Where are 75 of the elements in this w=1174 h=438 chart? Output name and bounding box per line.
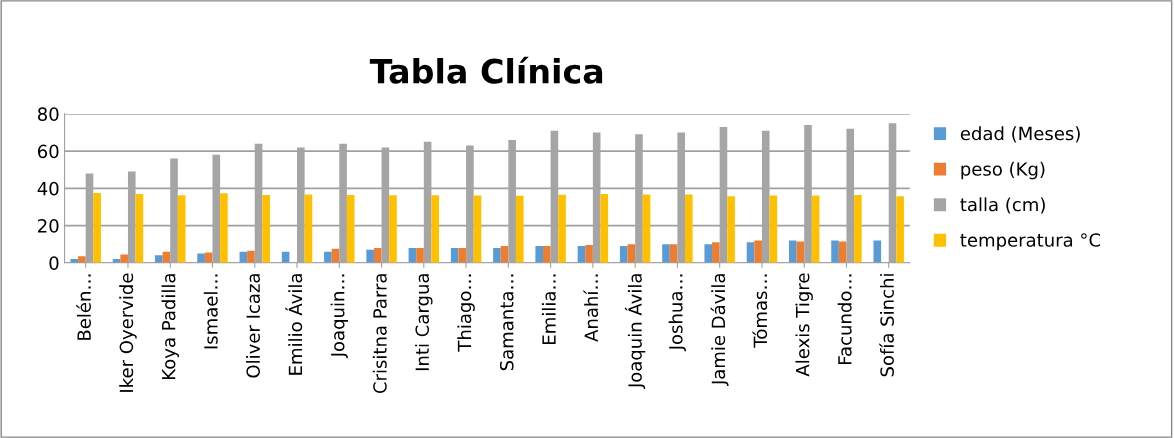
- bar: [600, 193, 609, 263]
- bar: [220, 193, 228, 263]
- bar: [346, 195, 355, 263]
- bar: [727, 196, 735, 263]
- x-tick-label: Samanta…: [499, 274, 514, 371]
- x-tick-label: Crisitna Parra: [372, 274, 387, 394]
- bar: [473, 195, 482, 263]
- x-tick-label: Alexis Tigre: [795, 273, 813, 377]
- y-tick-label: 60: [37, 144, 59, 159]
- bar: [712, 242, 720, 263]
- legend-label: edad (Meses): [960, 126, 1080, 143]
- bar: [493, 247, 501, 263]
- x-tick-label: Belén…: [76, 274, 91, 340]
- bar: [135, 193, 144, 263]
- bar: [769, 195, 778, 263]
- x-tick-label: Ismael…: [203, 274, 218, 349]
- bar: [685, 194, 693, 263]
- bar: [324, 251, 332, 263]
- y-tick-label: 20: [38, 219, 59, 233]
- bar: [873, 240, 882, 263]
- bar: [373, 247, 382, 263]
- bar: [304, 194, 313, 263]
- bar: [197, 253, 205, 263]
- x-tick-label: Sofía Sinchi: [879, 274, 894, 377]
- x-tick-label: Koya Padilla: [161, 274, 179, 379]
- x-tick-label: Emilia…: [541, 274, 556, 344]
- bar: [831, 240, 839, 263]
- bar: [155, 255, 163, 263]
- bar: [177, 195, 186, 263]
- x-tick-label: Inti Cargua: [415, 274, 433, 371]
- bar: [543, 246, 551, 263]
- bar: [896, 196, 904, 263]
- x-tick-label: Tómas…: [752, 274, 768, 348]
- x-tick-label: Facundo…: [837, 274, 852, 364]
- x-tick-label: Joaquin Ávila: [624, 274, 646, 390]
- bar: [120, 254, 128, 263]
- chart-title: Tabla Clínica: [369, 56, 603, 84]
- bar: [389, 195, 397, 263]
- y-tick-label: 80: [37, 107, 59, 121]
- legend-label: peso (Kg): [961, 161, 1045, 180]
- bar: [458, 247, 467, 263]
- bar: [431, 195, 440, 263]
- x-tick-label: Joaquin…: [330, 274, 349, 359]
- y-tick-label: 0: [49, 256, 59, 270]
- x-tick-label: Joshua…: [668, 274, 686, 352]
- bar: [366, 249, 374, 263]
- x-tick-label: Iker Oyervide: [119, 273, 137, 392]
- x-tick-label: Thiago…: [457, 274, 475, 352]
- bar: [247, 250, 255, 263]
- bar: [93, 192, 101, 263]
- x-tick-label: Anahí…: [583, 274, 599, 342]
- bar: [416, 247, 424, 263]
- bar: [662, 244, 670, 263]
- bar: [585, 245, 593, 263]
- x-tick-label: Jamie Dávila: [710, 274, 729, 387]
- bar: [704, 244, 713, 263]
- x-tick-label: Oliver Icaza: [246, 274, 260, 378]
- bar: [754, 240, 762, 263]
- bar: [811, 195, 820, 263]
- y-tick-label: 40: [37, 181, 59, 196]
- bar: [642, 194, 651, 263]
- x-tick-label: Emilio Ávila: [285, 274, 303, 375]
- bar: [515, 195, 524, 263]
- bar: [535, 246, 543, 263]
- bar: [788, 240, 797, 263]
- legend-label: talla (cm): [960, 197, 1045, 214]
- bar: [78, 256, 86, 263]
- bar: [854, 195, 862, 263]
- bar: [262, 195, 270, 263]
- bar: [796, 241, 805, 263]
- bar: [558, 194, 566, 263]
- bar: [746, 242, 755, 263]
- legend-label: temperatura °C: [960, 233, 1101, 251]
- bar: [838, 241, 847, 263]
- bar: [619, 246, 628, 263]
